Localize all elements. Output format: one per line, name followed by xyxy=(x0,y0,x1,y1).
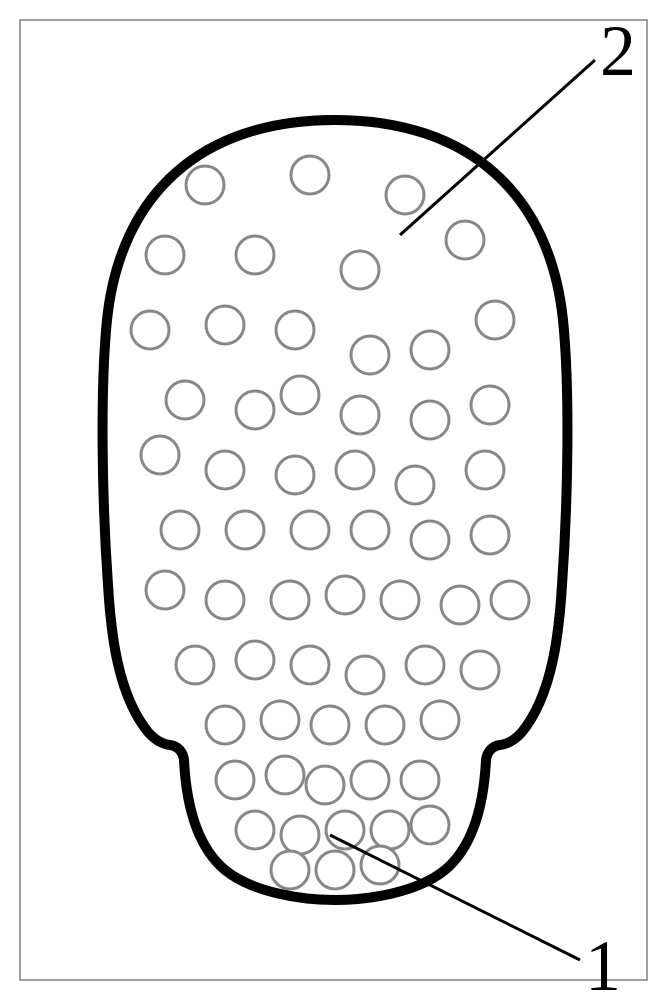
particle-dot xyxy=(226,511,264,549)
particle-dot xyxy=(291,511,329,549)
particle-dot xyxy=(461,651,499,689)
particle-dot xyxy=(206,451,244,489)
particle-dot xyxy=(386,176,424,214)
particle-dot xyxy=(186,166,224,204)
particle-dot xyxy=(466,451,504,489)
particle-dot xyxy=(271,581,309,619)
particle-dot xyxy=(341,251,379,289)
particle-dot xyxy=(336,451,374,489)
particle-dot xyxy=(266,756,304,794)
particle-dot xyxy=(411,806,449,844)
particle-dot xyxy=(216,761,254,799)
particle-dot xyxy=(141,436,179,474)
particle-dot xyxy=(176,646,214,684)
particle-dot xyxy=(166,381,204,419)
particle-dot xyxy=(276,456,314,494)
particle-dot xyxy=(131,311,169,349)
particle-dot xyxy=(281,376,319,414)
label-1: 1 xyxy=(585,926,621,1000)
particle-dot xyxy=(236,641,274,679)
particle-dot xyxy=(421,701,459,739)
label-2: 2 xyxy=(600,11,636,91)
particle-dot xyxy=(161,511,199,549)
particle-dot xyxy=(341,396,379,434)
particle-dot xyxy=(206,306,244,344)
particle-dot xyxy=(306,766,344,804)
particle-dot xyxy=(291,156,329,194)
particle-dot xyxy=(206,706,244,744)
particle-dot xyxy=(261,701,299,739)
particle-dot xyxy=(446,221,484,259)
particle-dot xyxy=(371,811,409,849)
particle-dot xyxy=(236,391,274,429)
particle-dot xyxy=(281,816,319,854)
particle-dot xyxy=(316,851,354,889)
particle-dot xyxy=(236,811,274,849)
particle-dot xyxy=(441,586,479,624)
particle-dot xyxy=(146,571,184,609)
particle-dot xyxy=(411,401,449,439)
particle-dot xyxy=(206,581,244,619)
particle-dot xyxy=(471,386,509,424)
particle-dot xyxy=(346,656,384,694)
particle-dot xyxy=(491,581,529,619)
particle-dot xyxy=(406,646,444,684)
particle-dot xyxy=(471,516,509,554)
particle-dot xyxy=(476,301,514,339)
particle-dot xyxy=(396,466,434,504)
particle-dot xyxy=(351,336,389,374)
particle-dot xyxy=(291,646,329,684)
particle-dot xyxy=(351,511,389,549)
particle-dot xyxy=(401,761,439,799)
particle-dot xyxy=(236,236,274,274)
particle-dot xyxy=(411,331,449,369)
particle-dot xyxy=(271,851,309,889)
particle-dot xyxy=(276,311,314,349)
particle-dot xyxy=(311,706,349,744)
particle-dot xyxy=(351,761,389,799)
particle-dot xyxy=(366,706,404,744)
particle-dot xyxy=(381,581,419,619)
particle-dot xyxy=(146,236,184,274)
particle-dot xyxy=(326,576,364,614)
particle-dot xyxy=(411,521,449,559)
